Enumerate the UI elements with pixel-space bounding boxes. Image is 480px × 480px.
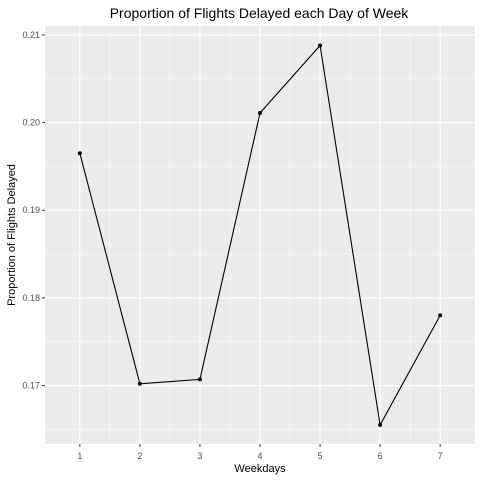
y-tick-label: 0.17 [22,381,40,391]
data-point [318,43,323,48]
x-tick-label: 5 [318,451,323,461]
data-point [258,110,262,115]
data-point [137,381,142,386]
y-axis-ticks: 0.17 0.18 0.19 0.20 0.21 [22,30,45,391]
x-tick-label: 3 [197,451,202,461]
x-tick-label: 4 [257,451,262,461]
x-tick-label: 6 [378,451,383,461]
data-point [197,377,202,382]
x-tick-label: 7 [438,451,443,461]
x-axis-ticks: 1 2 3 4 5 6 7 [77,444,443,461]
data-points [77,43,443,427]
chart-title: Proportion of Flights Delayed each Day o… [110,5,410,21]
x-tick-label: 1 [77,451,82,461]
data-point [77,151,82,156]
x-axis-title: Weekdays [234,463,286,475]
data-point [378,422,383,427]
y-tick-label: 0.21 [22,30,40,40]
y-tick-label: 0.18 [22,293,40,303]
major-gridlines [45,26,475,444]
y-axis-title: Proportion of Flights Delayed [6,164,18,306]
data-point [438,313,443,318]
y-tick-label: 0.19 [22,205,40,215]
y-tick-label: 0.20 [22,118,40,128]
x-tick-label: 2 [137,451,142,461]
